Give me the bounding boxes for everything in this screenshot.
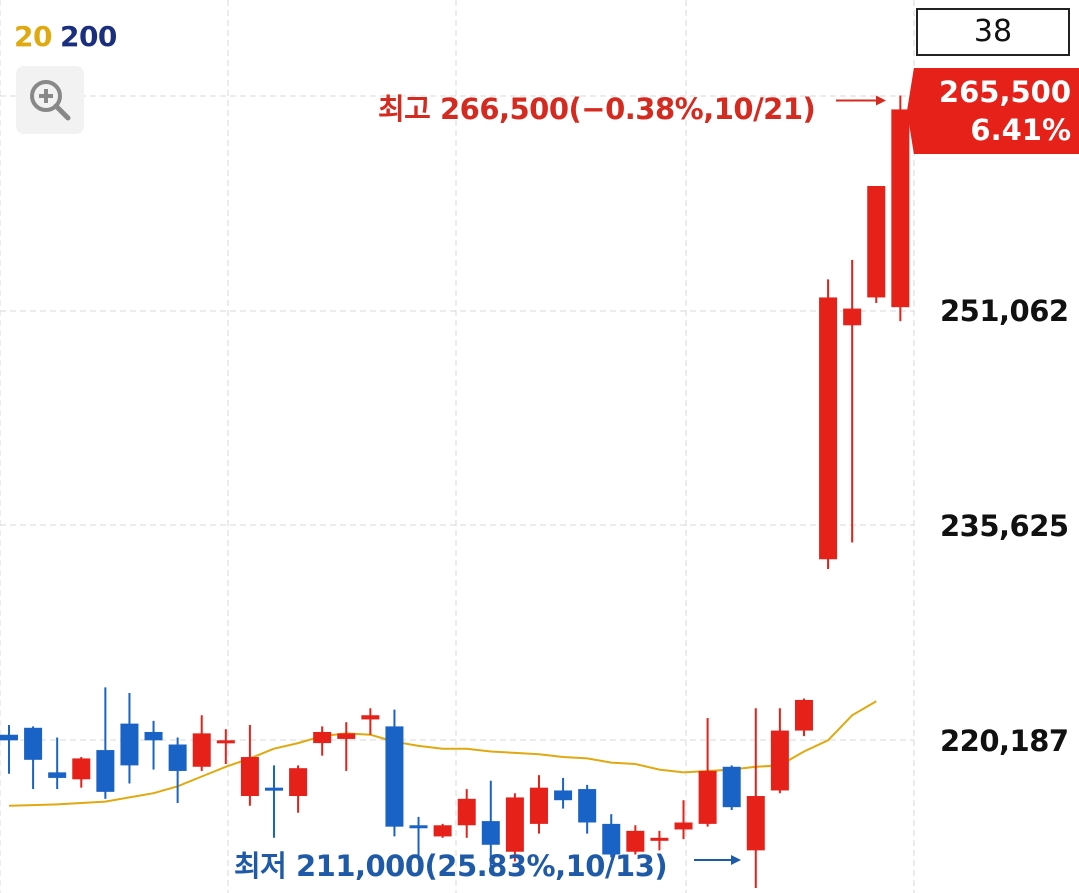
candle-body: [458, 799, 476, 825]
candle-body: [120, 724, 138, 766]
candle-body: [434, 825, 452, 836]
current-price-tag: 265,500 6.41%: [907, 68, 1079, 154]
candle-body: [675, 822, 693, 829]
candle-body: [169, 744, 187, 770]
zoom-in-icon: [24, 74, 76, 126]
candle-body: [554, 790, 572, 800]
candle-body: [337, 733, 355, 739]
candle-body: [24, 728, 42, 760]
low-annotation: 최저 211,000(25.83%,10/13): [234, 843, 667, 885]
candle-body: [699, 771, 717, 824]
candle-count-box[interactable]: 38: [916, 8, 1070, 56]
current-change: 6.41%: [907, 111, 1071, 149]
candle-body: [96, 750, 114, 792]
low-arrow-head: [731, 855, 741, 865]
ma-legend: 20 200: [14, 20, 117, 53]
y-tick-label: 220,187: [940, 724, 1069, 758]
y-tick-label: 235,625: [940, 509, 1069, 543]
current-price: 265,500: [907, 73, 1071, 111]
candle-body: [843, 309, 861, 326]
candle-body: [795, 700, 813, 731]
candle-body: [723, 767, 741, 807]
candle-body: [313, 732, 331, 743]
candle-body: [217, 740, 235, 743]
candle-body: [578, 789, 596, 822]
y-tick-label: 251,062: [940, 294, 1069, 328]
high-arrow-head: [876, 95, 886, 105]
annotation-arrows: [694, 95, 886, 865]
candle-body: [145, 732, 163, 740]
candle-body: [530, 788, 548, 824]
candle-body: [891, 109, 909, 307]
candle-body: [241, 757, 259, 796]
candle-body: [0, 735, 18, 741]
candles-layer: [0, 95, 909, 887]
candle-body: [867, 186, 885, 297]
candle-body: [482, 821, 500, 845]
legend-ma200: 200: [60, 20, 117, 53]
candle-body: [410, 825, 428, 828]
candle-body: [650, 838, 668, 841]
candle-body: [819, 297, 837, 559]
high-annotation: 최고 266,500(−0.38%,10/21): [378, 86, 815, 128]
legend-ma20: 20: [14, 20, 52, 53]
candle-body: [361, 715, 379, 719]
candle-body: [747, 796, 765, 850]
candle-body: [385, 726, 403, 826]
candle-body: [289, 768, 307, 796]
ma20-line: [9, 701, 876, 806]
candle-body: [48, 772, 66, 778]
candle-body: [193, 733, 211, 766]
candle-body: [72, 758, 90, 779]
zoom-button[interactable]: [16, 66, 84, 134]
candle-body: [771, 731, 789, 791]
ma20-layer: [9, 701, 876, 806]
candle-body: [265, 788, 283, 791]
